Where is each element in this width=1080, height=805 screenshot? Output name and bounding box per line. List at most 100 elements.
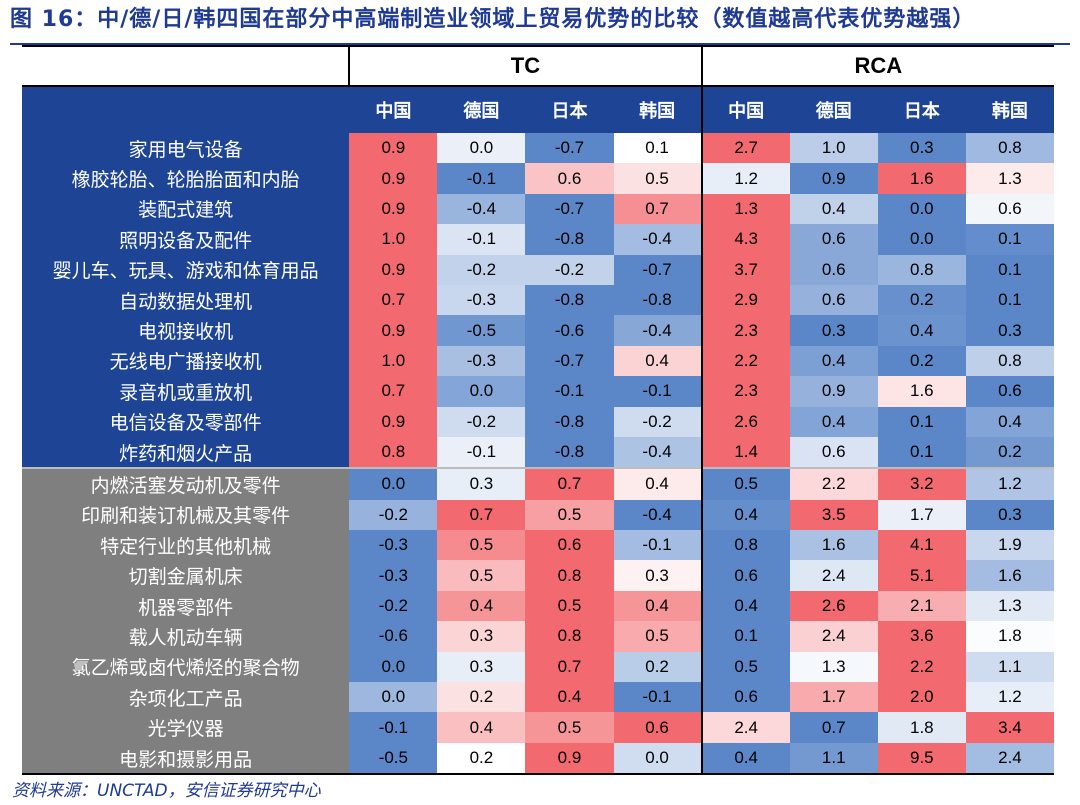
rca-value-cell: 1.3 — [789, 651, 878, 683]
rca-value-cell: 0.3 — [965, 499, 1054, 531]
rca-value-cell: 2.2 — [789, 467, 878, 500]
tc-value-cell: 0.0 — [349, 467, 438, 500]
rca-value-cell: 0.8 — [700, 530, 790, 561]
row-label: 无线电广播接收机 — [22, 345, 350, 377]
tc-value-cell: -0.2 — [437, 254, 526, 285]
rca-value-cell: 0.4 — [789, 345, 878, 377]
rca-value-cell: 0.9 — [789, 376, 878, 407]
tc-value-cell: 0.8 — [525, 621, 614, 652]
rca-value-cell: 0.1 — [700, 621, 790, 652]
rca-value-cell: 1.7 — [877, 499, 966, 531]
rca-value-cell: 0.5 — [700, 651, 790, 683]
tc-value-cell: -0.7 — [525, 133, 614, 164]
table-row: 电信设备及零部件 0.9 -0.2 -0.8 -0.2 2.6 0.4 0.1 0.4 — [22, 406, 1054, 437]
rca-value-cell: 0.4 — [700, 742, 790, 776]
tc-value-cell: -0.2 — [349, 590, 438, 622]
row-label: 电影和摄影用品 — [22, 742, 350, 776]
rca-value-cell: 3.2 — [877, 467, 966, 500]
row-label: 装配式建筑 — [22, 193, 350, 225]
corner-cell — [22, 45, 350, 87]
rca-value-cell: 2.0 — [877, 682, 966, 713]
tc-value-cell: 0.7 — [525, 651, 614, 683]
tc-country-china: 中国 — [349, 86, 438, 133]
rca-value-cell: 1.2 — [700, 163, 790, 194]
table-row: 电影和摄影用品 -0.5 0.2 0.9 0.0 0.4 1.1 9.5 2.4 — [22, 742, 1054, 776]
tc-country-korea: 韩国 — [613, 86, 702, 133]
row-label: 氯乙烯或卤代烯烃的聚合物 — [22, 651, 350, 683]
rca-value-cell: 2.2 — [877, 651, 966, 683]
tc-value-cell: 0.0 — [349, 682, 438, 713]
tc-value-cell: 0.6 — [525, 530, 614, 561]
tc-value-cell: -0.3 — [437, 345, 526, 377]
group-header-tc: TC — [348, 45, 702, 87]
rca-value-cell: 0.8 — [877, 254, 966, 285]
rca-value-cell: 0.6 — [700, 682, 790, 713]
rca-value-cell: 0.1 — [877, 436, 966, 469]
rca-value-cell: 0.3 — [789, 315, 878, 346]
tc-value-cell: 1.0 — [349, 345, 438, 377]
table-row: 家用电气设备 0.9 0.0 -0.7 0.1 2.7 1.0 0.3 0.8 — [22, 133, 1054, 164]
rca-country-korea: 韩国 — [965, 86, 1054, 133]
row-label: 杂项化工产品 — [22, 682, 350, 713]
row-label: 特定行业的其他机械 — [22, 530, 350, 561]
tc-value-cell: -0.4 — [613, 315, 702, 346]
rca-value-cell: 1.1 — [789, 742, 878, 776]
group-header-row: TC RCA — [22, 45, 1054, 87]
rca-value-cell: 1.6 — [965, 560, 1054, 591]
rca-value-cell: 1.8 — [965, 621, 1054, 652]
rca-value-cell: 0.6 — [965, 193, 1054, 225]
tc-value-cell: 0.9 — [525, 742, 614, 776]
rca-value-cell: 0.0 — [877, 193, 966, 225]
rca-value-cell: 0.4 — [965, 406, 1054, 437]
group-header-rca: RCA — [700, 45, 1054, 87]
tc-value-cell: 0.7 — [525, 467, 614, 500]
tc-value-cell: 0.5 — [525, 499, 614, 531]
tc-value-cell: 0.5 — [525, 712, 614, 743]
rca-value-cell: 0.1 — [965, 224, 1054, 255]
tc-value-cell: 0.5 — [613, 621, 702, 652]
table-row: 照明设备及配件 1.0 -0.1 -0.8 -0.4 4.3 0.6 0.0 0.1 — [22, 224, 1054, 255]
tc-value-cell: 0.8 — [349, 436, 438, 469]
rca-value-cell: 2.6 — [789, 590, 878, 622]
tc-value-cell: -0.8 — [525, 406, 614, 437]
rca-value-cell: 2.4 — [700, 712, 790, 743]
table-row: 装配式建筑 0.9 -0.4 -0.7 0.7 1.3 0.4 0.0 0.6 — [22, 193, 1054, 225]
rca-value-cell: 1.3 — [965, 163, 1054, 194]
rca-value-cell: 2.1 — [877, 590, 966, 622]
tc-value-cell: -0.1 — [613, 376, 702, 407]
tc-value-cell: -0.4 — [613, 224, 702, 255]
rca-value-cell: 2.7 — [700, 133, 790, 164]
tc-value-cell: -0.8 — [525, 224, 614, 255]
rca-value-cell: 2.6 — [700, 406, 790, 437]
rca-value-cell: 1.4 — [700, 436, 790, 469]
tc-value-cell: -0.2 — [349, 499, 438, 531]
rca-value-cell: 3.5 — [789, 499, 878, 531]
rca-country-germany: 德国 — [789, 86, 878, 133]
table-row: 内燃活塞发动机及零件 0.0 0.3 0.7 0.4 0.5 2.2 3.2 1.2 — [22, 467, 1054, 500]
rca-value-cell: 0.1 — [965, 284, 1054, 316]
tc-country-germany: 德国 — [437, 86, 526, 133]
tc-value-cell: 0.3 — [437, 651, 526, 683]
rca-value-cell: 0.4 — [700, 499, 790, 531]
tc-value-cell: 0.0 — [437, 376, 526, 407]
table-row: 切割金属机床 -0.3 0.5 0.8 0.3 0.6 2.4 5.1 1.6 — [22, 560, 1054, 591]
rca-value-cell: 1.2 — [965, 467, 1054, 500]
tc-value-cell: 0.0 — [437, 133, 526, 164]
tc-value-cell: 0.5 — [613, 163, 702, 194]
rca-country-china: 中国 — [700, 86, 790, 133]
row-label: 电视接收机 — [22, 315, 350, 346]
rca-value-cell: 9.5 — [877, 742, 966, 776]
tc-value-cell: 1.0 — [349, 224, 438, 255]
comparison-table: TC RCA 中国 德国 日本 韩国 中国 德国 日本 韩国 家用电气设备 0.9… — [22, 45, 1054, 776]
table-body: 家用电气设备 0.9 0.0 -0.7 0.1 2.7 1.0 0.3 0.8 橡胶轮胎、轮胎胎面… — [22, 133, 1054, 776]
table-row: 印刷和装订机械及其零件 -0.2 0.7 0.5 -0.4 0.4 3.5 1.7 0.3 — [22, 499, 1054, 531]
rca-value-cell: 2.4 — [965, 742, 1054, 776]
tc-value-cell: 0.4 — [525, 682, 614, 713]
rca-value-cell: 1.6 — [789, 530, 878, 561]
rca-value-cell: 0.1 — [877, 406, 966, 437]
rca-value-cell: 0.3 — [877, 133, 966, 164]
tc-value-cell: -0.8 — [525, 436, 614, 469]
rca-value-cell: 0.8 — [965, 345, 1054, 377]
tc-value-cell: -0.1 — [437, 163, 526, 194]
rca-value-cell: 0.6 — [789, 224, 878, 255]
